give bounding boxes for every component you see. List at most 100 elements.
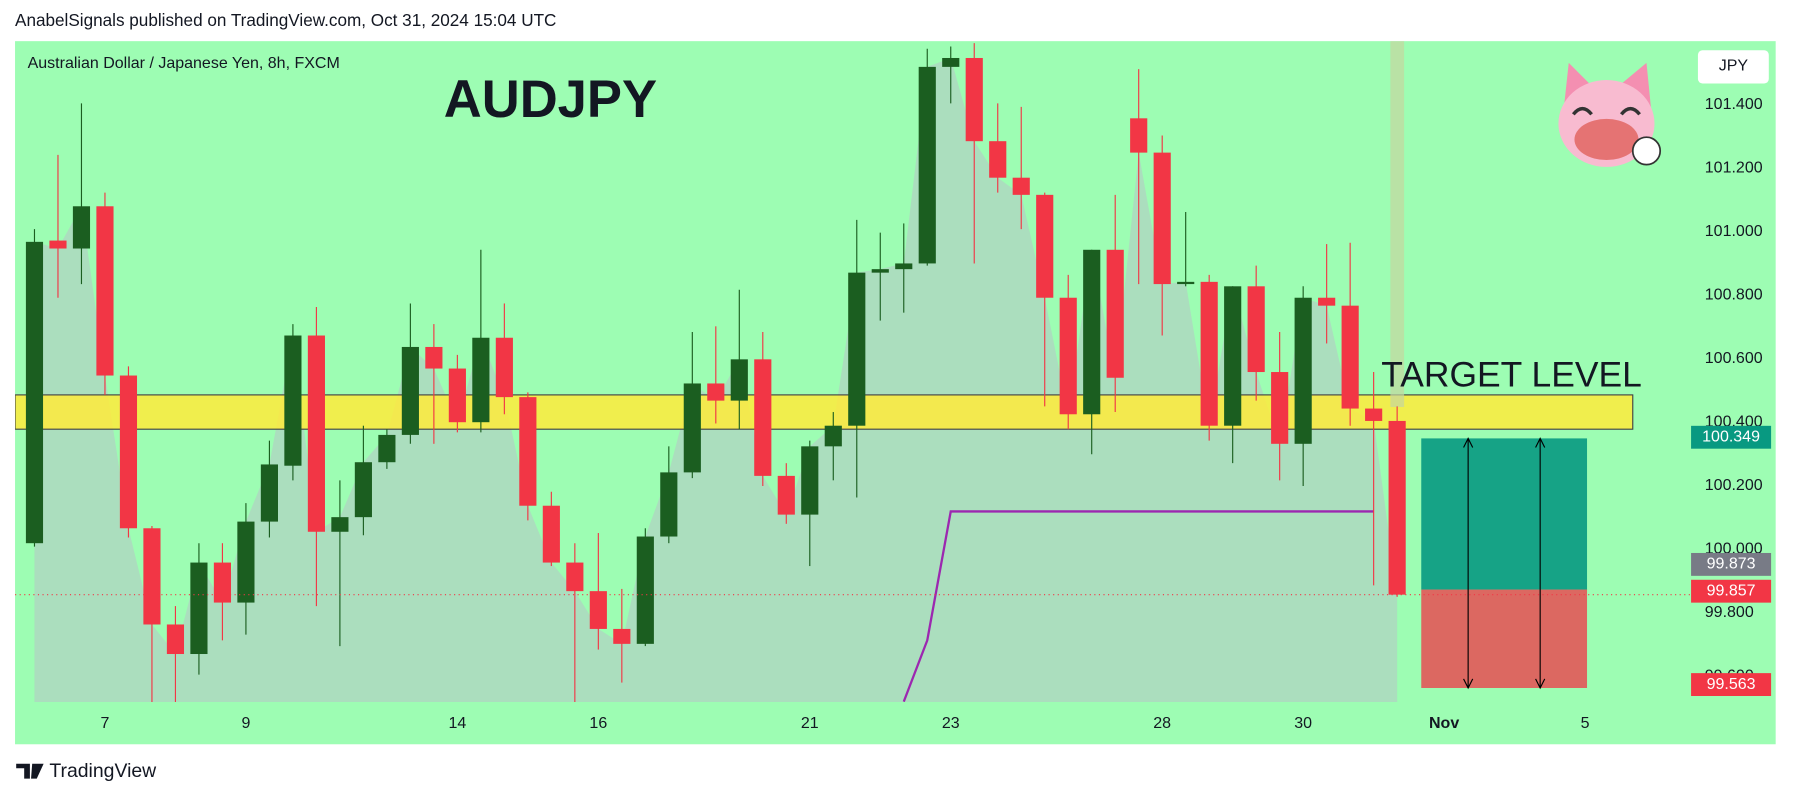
candle-body — [566, 562, 584, 592]
avatar — [1558, 62, 1662, 167]
candle-body — [1153, 152, 1171, 285]
candle-body — [119, 375, 138, 529]
y-tick-label: 100.600 — [1705, 350, 1763, 367]
x-tick-label: Nov — [1429, 715, 1459, 732]
y-tick-label: 99.800 — [1705, 604, 1754, 621]
y-tick-label: 101.200 — [1705, 159, 1763, 176]
candle-body — [1341, 305, 1359, 409]
y-tick-label: 101.000 — [1705, 223, 1763, 240]
candle-body — [589, 591, 607, 629]
candle-body — [260, 464, 278, 522]
x-tick-label: 30 — [1294, 715, 1312, 732]
candle-body — [448, 368, 466, 423]
candle-body — [519, 397, 537, 506]
brand: TradingView — [49, 760, 157, 782]
currency-button[interactable] — [1697, 50, 1769, 84]
candle-body — [1200, 281, 1218, 426]
price-tag — [1691, 552, 1772, 576]
candle-body — [472, 337, 490, 423]
candle-body — [1012, 177, 1030, 195]
price-tag — [1691, 425, 1772, 449]
price-tag-label: 100.349 — [1702, 428, 1760, 445]
candle-body — [942, 57, 960, 67]
candle-body — [213, 562, 232, 603]
candle-body — [754, 359, 772, 476]
candle-body — [331, 517, 349, 532]
candle-body — [1177, 281, 1195, 285]
currency-label[interactable]: JPY — [1719, 58, 1749, 75]
profit-box — [1421, 438, 1588, 590]
close-area — [34, 57, 1398, 702]
candle-body — [495, 337, 513, 398]
candle-body — [190, 562, 208, 655]
brand-logo — [16, 763, 44, 779]
candle-body — [730, 359, 748, 401]
candle-body — [989, 141, 1007, 178]
price-tag-label: 99.563 — [1707, 676, 1756, 693]
candle-body — [72, 206, 91, 249]
candle-body — [284, 335, 302, 466]
candle-body — [707, 383, 725, 401]
y-tick-label: 100.800 — [1705, 286, 1763, 303]
candle-body — [1365, 408, 1383, 421]
candle-body — [1388, 420, 1406, 595]
overlay: TARGET LEVEL99.60099.800100.000100.20010… — [101, 96, 1772, 732]
arrow-head — [1535, 437, 1546, 690]
x-tick-label: 5 — [1581, 715, 1590, 732]
price-tag-label: 99.873 — [1707, 556, 1756, 573]
highlight-column — [1390, 41, 1405, 408]
candle-body — [1106, 249, 1124, 378]
candle-body — [613, 628, 631, 644]
plot-area — [15, 41, 1690, 702]
x-tick-label: 7 — [101, 715, 110, 732]
candle-body — [824, 425, 842, 447]
price-tag-label: 99.857 — [1707, 582, 1756, 599]
symbol-label: Australian Dollar / Japanese Yen, 8h, FX… — [28, 55, 340, 72]
x-tick-label: 28 — [1153, 715, 1171, 732]
x-tick-label: 14 — [448, 715, 466, 732]
loss-box — [1421, 589, 1588, 688]
target-zone-label: TARGET LEVEL — [1381, 355, 1642, 395]
candle-body — [1036, 194, 1054, 298]
candle-body — [777, 475, 795, 515]
candle-body — [1294, 297, 1312, 444]
candle-body — [1083, 249, 1101, 415]
candle-body — [166, 624, 185, 655]
x-tick-label: 9 — [241, 715, 250, 732]
x-tick-label: 23 — [942, 715, 960, 732]
candle-body — [1247, 286, 1265, 373]
arrow-head — [1463, 437, 1474, 690]
price-tag — [1691, 579, 1772, 603]
candle-body — [660, 472, 678, 537]
publisher: AnabelSignals published on TradingView.c… — [15, 10, 556, 30]
candle-body — [918, 66, 936, 264]
candle-body — [895, 263, 913, 270]
x-tick-label: 16 — [589, 715, 607, 732]
indicator-line — [902, 510, 1374, 702]
candle-body — [307, 335, 325, 532]
candle-body — [1271, 372, 1289, 444]
candle-body — [871, 269, 889, 273]
candle-body — [801, 446, 819, 515]
candle-body — [1318, 297, 1336, 306]
chart-title: AUDJPY — [444, 70, 657, 129]
candle-body — [1224, 286, 1242, 426]
candle-body — [1130, 118, 1148, 153]
candle-body — [542, 505, 560, 563]
candle-body — [425, 346, 443, 369]
y-tick-label: 100.200 — [1705, 477, 1763, 494]
candle-body — [378, 434, 396, 463]
candle-body — [965, 57, 983, 142]
candle-body — [401, 346, 419, 435]
candle-body — [683, 383, 701, 473]
candle-body — [636, 536, 654, 644]
candle-body — [25, 241, 44, 544]
candle-body — [49, 240, 67, 249]
candle-body — [848, 272, 866, 426]
candle-body — [1059, 297, 1077, 415]
x-tick-label: 21 — [801, 715, 819, 732]
candle-body — [143, 528, 161, 625]
price-tag — [1691, 673, 1772, 696]
candle-body — [96, 206, 114, 376]
